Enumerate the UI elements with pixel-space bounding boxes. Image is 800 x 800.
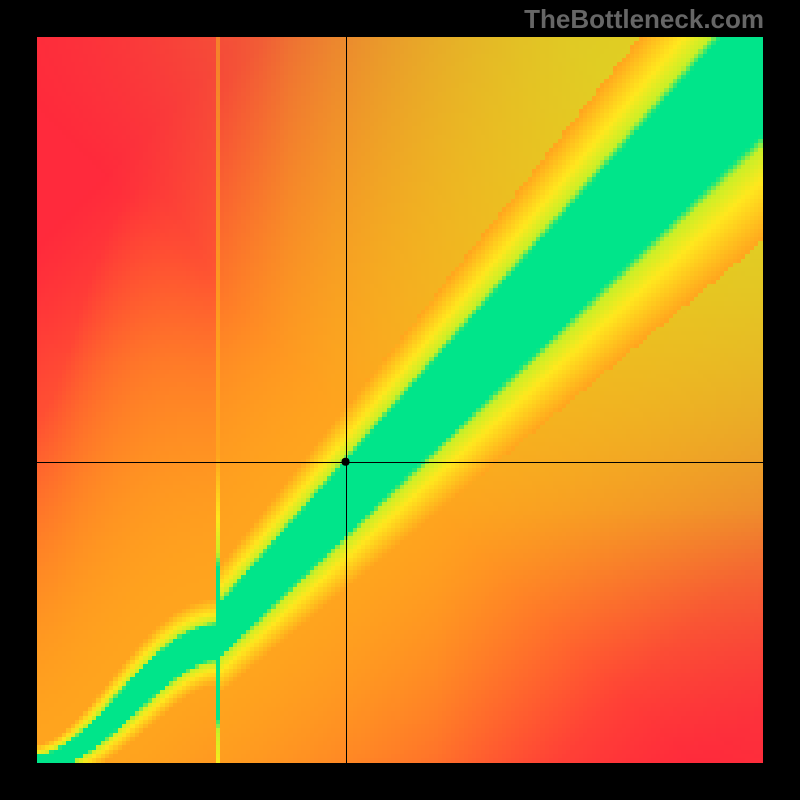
watermark-text: TheBottleneck.com	[524, 4, 764, 35]
frame: TheBottleneck.com	[0, 0, 800, 800]
heatmap-canvas	[37, 37, 763, 763]
bottleneck-heatmap	[37, 37, 763, 763]
